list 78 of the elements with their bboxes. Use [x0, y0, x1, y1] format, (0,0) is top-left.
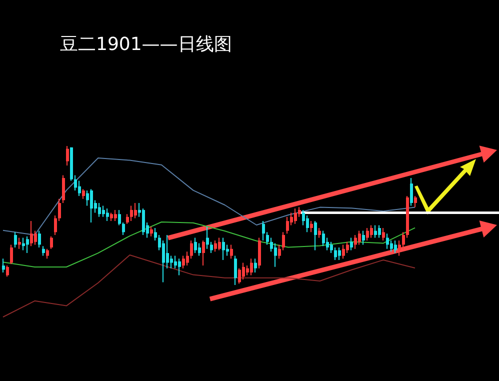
candlestick: [34, 230, 37, 246]
candlestick: [214, 240, 217, 252]
candlestick: [90, 188, 93, 223]
candlestick: [82, 188, 85, 200]
candlestick: [414, 196, 417, 208]
candlestick: [306, 215, 309, 233]
candlestick: [78, 180, 81, 197]
candlestick: [18, 237, 21, 250]
candlestick: [394, 240, 397, 254]
candlestick: [390, 240, 393, 252]
candlestick: [150, 226, 153, 237]
candlestick: [134, 202, 137, 219]
candlestick: [194, 237, 197, 254]
candlestick: [174, 255, 177, 269]
chart-title: 豆二1901——日线图: [60, 34, 232, 55]
candlestick: [98, 202, 101, 218]
candlestick: [262, 220, 265, 242]
candlestick: [62, 174, 65, 204]
candlestick: [366, 228, 369, 242]
candlestick: [342, 244, 345, 260]
candlestick: [346, 241, 349, 254]
candlestick: [298, 206, 301, 218]
candlestick: [22, 237, 25, 251]
candlestick: [86, 190, 89, 206]
candlestick: [26, 236, 29, 254]
candlestick: [286, 216, 289, 234]
candlestick: [318, 228, 321, 238]
candlestick: [226, 244, 229, 256]
candlestick: [250, 258, 253, 276]
candlestick: [234, 255, 237, 286]
candlestick: [106, 208, 109, 222]
candlestick: [102, 205, 105, 218]
candlestick: [6, 265, 9, 278]
candlestick: [190, 240, 193, 260]
candlestick: [246, 265, 249, 276]
candlestick: [130, 205, 133, 222]
candlestick: [362, 230, 365, 246]
candlestick: [310, 220, 313, 233]
candlestick: [66, 146, 69, 166]
candlestick: [182, 255, 185, 269]
candlestick: [166, 234, 169, 269]
candlestick: [326, 237, 329, 251]
candlestick: [374, 224, 377, 238]
candlestick: [222, 237, 225, 260]
candlestick: [114, 209, 117, 222]
candlestick: [30, 220, 33, 247]
candlestick: [386, 233, 389, 250]
candlestick: [242, 262, 245, 280]
candlestick: [358, 230, 361, 246]
candlestick: [378, 224, 381, 238]
candlestick: [10, 244, 13, 265]
candlestick: [202, 240, 205, 266]
candlestick: [350, 237, 353, 251]
candlestick: [254, 258, 257, 273]
candlestick: [198, 242, 201, 256]
candlestick: [170, 255, 173, 269]
candlestick: [338, 246, 341, 260]
candlestick: [14, 232, 17, 248]
candlestick: [294, 208, 297, 224]
candlestick: [42, 246, 45, 256]
candlestick: [274, 242, 277, 268]
candlestick: [322, 230, 325, 247]
candlestick: [382, 228, 385, 242]
candlestick: [178, 258, 181, 276]
candlestick: [142, 208, 145, 236]
candlestick: [38, 230, 41, 248]
candlestick: [206, 226, 209, 250]
candlestick: [50, 236, 53, 250]
candlestick: [218, 237, 221, 251]
candlestick: [354, 234, 357, 250]
candlestick: [210, 241, 213, 254]
candlestick: [370, 224, 373, 238]
candlestick: [2, 258, 5, 273]
candlestick: [230, 244, 233, 260]
candlestick: [334, 246, 337, 260]
candlestick: [410, 177, 413, 206]
candlestick: [46, 248, 49, 260]
candlestick: [314, 220, 317, 251]
